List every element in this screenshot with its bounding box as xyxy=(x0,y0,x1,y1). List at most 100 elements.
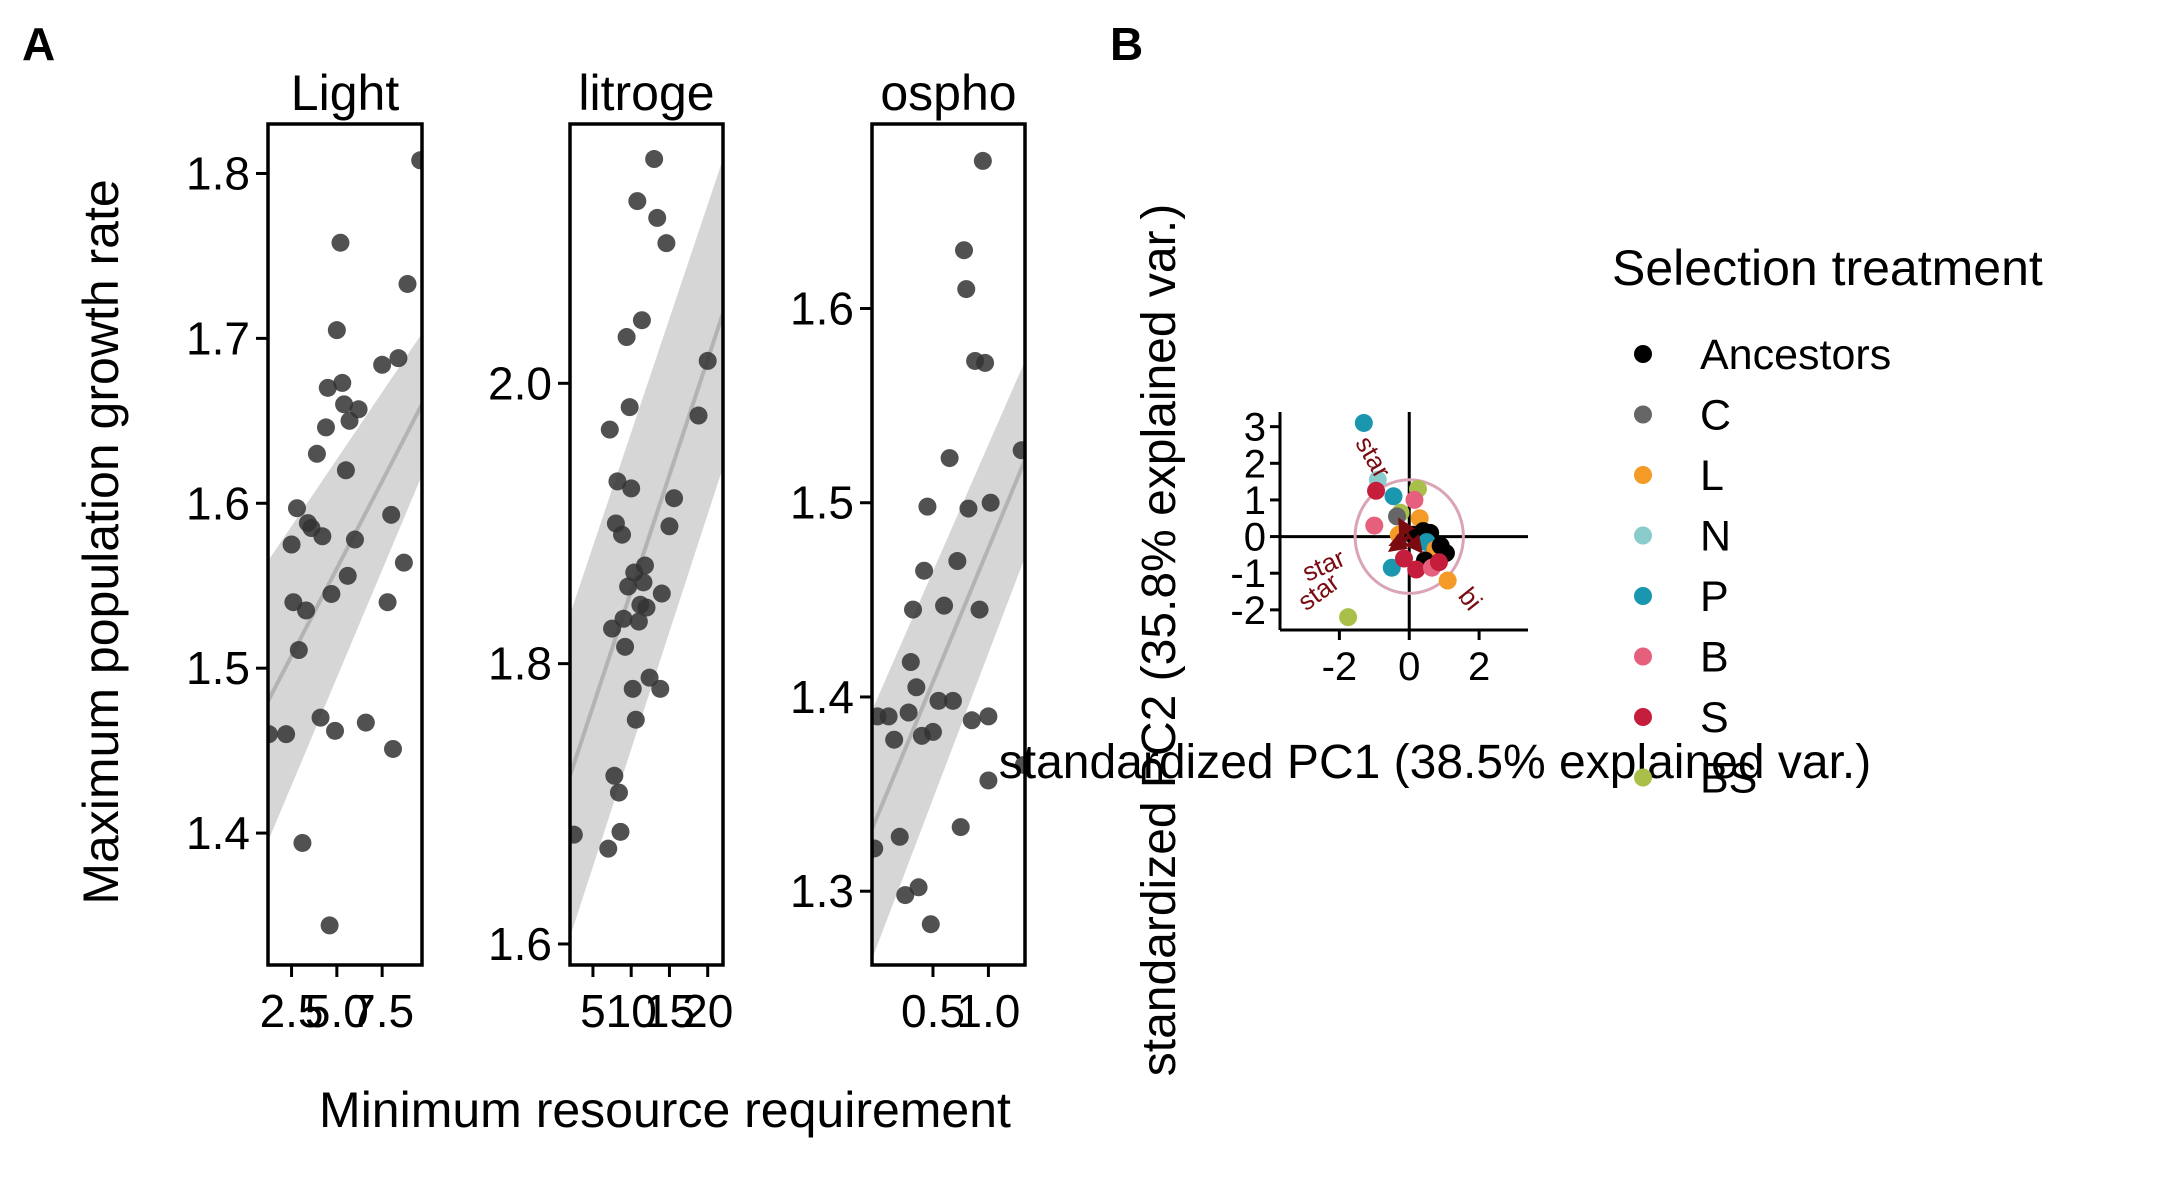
legend-key-s xyxy=(1634,708,1652,726)
facet-1-point-15 xyxy=(318,378,337,397)
facet-3-point-21 xyxy=(948,552,967,571)
facet-2-fit-line xyxy=(570,312,723,777)
pca-x-tick-label-1: -2 xyxy=(1322,645,1358,689)
facet-1-point-19 xyxy=(327,321,346,340)
pca-y-tick-label-3: 0 xyxy=(1244,516,1266,560)
pca-y-tick-label-5: 2 xyxy=(1244,442,1266,486)
facet-2-point-34 xyxy=(665,489,684,508)
facet-1-point-36 xyxy=(411,151,422,170)
facet-2-point-33 xyxy=(660,517,679,536)
pca-x-tick-label-2: 0 xyxy=(1398,645,1420,689)
facet-2-x-tick-label-2: 10 xyxy=(606,985,657,1037)
panel-a-x-axis-title: Minimum resource requirement xyxy=(319,1082,1011,1138)
legend-key-n xyxy=(1634,526,1652,545)
facet-1-y-tick-label-3: 1.6 xyxy=(186,477,250,529)
facet-2-point-20 xyxy=(628,192,647,211)
facet-2-x-tick-label-4: 20 xyxy=(682,985,733,1037)
facet-3-point-17 xyxy=(929,691,948,710)
pca-point-9 xyxy=(1388,507,1407,526)
legend-key-c xyxy=(1634,405,1652,424)
pca-correlation-circle xyxy=(1353,478,1465,595)
facet-1-point-26 xyxy=(345,530,364,549)
facet-3-point-13 xyxy=(915,561,934,580)
facet-2-point-3 xyxy=(600,420,619,439)
facet-3-point-3 xyxy=(879,707,898,726)
facet-2-point-11 xyxy=(614,609,633,628)
pca-loading-label-1: star xyxy=(1349,431,1397,484)
facet-1-point-35 xyxy=(398,274,417,293)
facet-3-point-33 xyxy=(981,493,1000,512)
facet-2-point-23 xyxy=(632,311,651,330)
facet-2-point-7 xyxy=(608,472,627,491)
pca-point-24 xyxy=(1382,558,1401,577)
facet-3-point-18 xyxy=(935,596,954,615)
pca-point-3 xyxy=(1367,481,1386,500)
facet-3-point-25 xyxy=(959,499,978,518)
facet-2-point-29 xyxy=(648,208,667,227)
facet-3-point-15 xyxy=(921,915,940,934)
facet-1-point-8 xyxy=(297,601,316,620)
facet-3-point-14 xyxy=(918,497,937,516)
facet-3-point-16 xyxy=(923,722,942,741)
facet-1-y-tick-label-4: 1.7 xyxy=(186,312,250,364)
pca-point-26 xyxy=(1339,608,1358,627)
facet-2-point-9 xyxy=(611,822,630,841)
facet-3-point-7 xyxy=(899,703,918,722)
facet-1-point-22 xyxy=(335,395,354,414)
facet-1-x-tick-label-3: 7.5 xyxy=(350,985,414,1037)
facet-2-point-12 xyxy=(616,637,635,656)
pca-point-8 xyxy=(1365,516,1384,535)
facet-1-point-4 xyxy=(282,535,301,554)
facet-1-point-2 xyxy=(277,725,296,744)
facet-1-point-6 xyxy=(289,641,308,660)
facet-1-point-29 xyxy=(373,355,392,374)
panel-a-facets: Light 1.4 1.5 1.6 1.7 1.8 2.55.07.5 litroge 1.6 1… xyxy=(186,65,1027,1037)
facet-2-point-19 xyxy=(626,710,645,729)
facet-1-point-7 xyxy=(293,833,312,852)
facet-1-x-tick-label-2: 5.0 xyxy=(305,985,369,1037)
facet-2-point-28 xyxy=(645,150,664,169)
legend-label-n: N xyxy=(1700,513,1731,561)
facet-2-y-tick-label-3: 2.0 xyxy=(488,357,552,409)
facet-3-x-tick-label-1: 0.5 xyxy=(901,985,965,1037)
facet-3-point-19 xyxy=(940,449,959,468)
legend-label-c: C xyxy=(1700,392,1731,440)
facet-1-y-tick-label-5: 1.8 xyxy=(186,147,250,199)
facet-3-point-1 xyxy=(872,839,884,858)
facet-3-point-29 xyxy=(973,151,992,170)
legend-label-bs: BS xyxy=(1700,755,1757,803)
facet-2-point-5 xyxy=(605,766,624,785)
facet-2-point-26 xyxy=(637,598,656,617)
legend-key-p xyxy=(1634,587,1652,605)
facet-1-point-21 xyxy=(333,373,352,392)
facet-2-point-17 xyxy=(623,679,642,698)
facet-2-point-36 xyxy=(698,351,717,370)
pca-point-1 xyxy=(1354,413,1373,432)
pca-x-tick-label-3: 2 xyxy=(1468,645,1490,689)
facet-3-point-30 xyxy=(976,353,995,372)
facet-1-point-34 xyxy=(394,553,413,572)
pca-y-axis-title: standardized PC2 (35.8% explained var.) xyxy=(1133,204,1186,1077)
facet-2-x-tick-label-1: 5 xyxy=(580,985,606,1037)
facet-1-strip-label: Light xyxy=(291,65,400,121)
facet-3-point-24 xyxy=(957,280,976,299)
pca-y-tick-label-6: 3 xyxy=(1244,406,1266,450)
facet-2-x-tick-label-3: 15 xyxy=(644,985,695,1037)
facet-3-y-tick-label-3: 1.5 xyxy=(790,477,854,529)
pca-point-25 xyxy=(1395,549,1413,568)
facet-3-point-32 xyxy=(979,771,998,790)
facet-2-plot-area xyxy=(570,150,723,937)
facet-1-y-tick-label-2: 1.5 xyxy=(186,642,250,694)
facet-2-point-13 xyxy=(617,328,636,347)
facet-1-point-1 xyxy=(268,725,278,744)
facet-3-point-23 xyxy=(955,241,974,260)
facet-1-point-14 xyxy=(316,418,335,437)
facet-2-point-16 xyxy=(622,479,641,498)
pca-point-22 xyxy=(1429,553,1448,572)
facet-3-x-tick-label-2: 1.0 xyxy=(956,985,1020,1037)
facet-3-point-9 xyxy=(904,600,923,619)
facet-2-point-10 xyxy=(613,525,632,544)
facet-3-point-28 xyxy=(970,600,989,619)
facet-3-point-34 xyxy=(1012,441,1025,460)
